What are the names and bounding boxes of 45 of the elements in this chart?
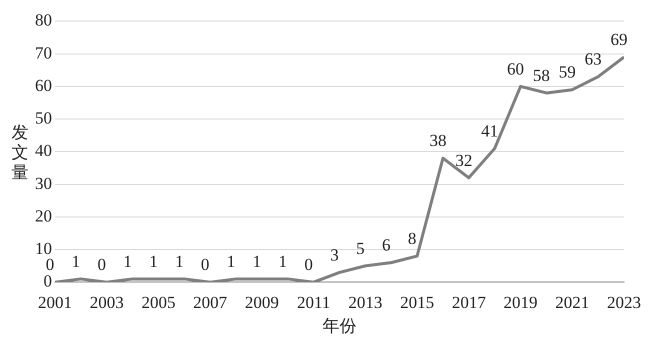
x-tick-label: 2009	[244, 292, 279, 312]
y-tick-label: 0	[44, 272, 52, 291]
x-tick-label: 2015	[400, 292, 434, 312]
data-label: 1	[252, 252, 262, 271]
data-label: 38	[429, 131, 446, 150]
y-tick-label: 60	[35, 76, 52, 95]
y-tick-label: 70	[35, 43, 52, 62]
data-label: 1	[149, 252, 158, 271]
y-tick-label: 50	[35, 108, 52, 128]
data-label: 3	[330, 245, 339, 264]
y-tick-label: 20	[35, 206, 52, 226]
x-axis-title: 年份	[322, 316, 356, 336]
data-label: 1	[278, 252, 288, 271]
data-label: 63	[584, 50, 602, 69]
data-label: 32	[455, 150, 472, 170]
y-tick-label: 80	[35, 10, 52, 30]
y-tick-label: 10	[35, 239, 52, 258]
x-tick-label: 2021	[555, 292, 590, 312]
data-label: 0	[97, 255, 106, 274]
data-label: 69	[610, 30, 628, 50]
data-label: 59	[558, 62, 576, 82]
data-label: 60	[507, 59, 524, 78]
data-label: 41	[481, 121, 498, 140]
y-tick-label: 30	[35, 174, 52, 193]
data-label: 1	[72, 252, 80, 271]
data-label: 1	[226, 252, 236, 271]
y-axis-title: 发文量	[12, 122, 28, 182]
x-tick-label: 2017	[452, 292, 486, 312]
data-label: 1	[175, 252, 184, 271]
x-tick-label: 2023	[607, 292, 641, 312]
x-tick-label: 2003	[90, 292, 124, 312]
x-tick-label: 2011	[296, 292, 330, 312]
data-label: 58	[532, 66, 550, 85]
data-label: 1	[123, 252, 132, 271]
x-tick-label: 2019	[504, 292, 538, 312]
x-tick-label: 2013	[348, 292, 382, 312]
data-label: 6	[382, 236, 390, 255]
x-tick-label: 2001	[38, 292, 72, 312]
data-label: 0	[200, 255, 210, 274]
y-tick-label: 40	[35, 141, 52, 160]
data-label: 0	[304, 255, 313, 274]
data-label: 8	[408, 229, 416, 248]
x-tick-label: 2005	[141, 292, 176, 312]
x-tick-label: 2007	[193, 292, 228, 312]
data-label: 5	[356, 238, 365, 258]
